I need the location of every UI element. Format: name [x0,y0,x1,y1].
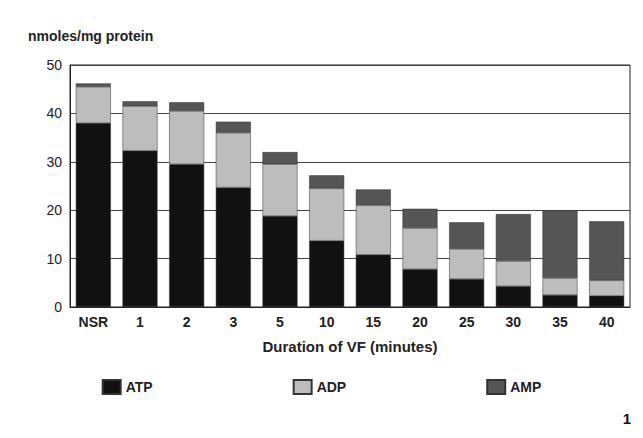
svg-text:30: 30 [46,154,62,170]
svg-text:10: 10 [319,314,335,330]
svg-text:10: 10 [46,251,62,267]
svg-text:25: 25 [459,314,475,330]
svg-text:1: 1 [136,314,144,330]
svg-text:5: 5 [276,314,284,330]
svg-text:20: 20 [412,314,428,330]
svg-text:30: 30 [506,314,522,330]
svg-text:3: 3 [229,314,237,330]
svg-text:AMP: AMP [510,379,541,395]
svg-text:20: 20 [46,202,62,218]
svg-text:Duration of VF (minutes): Duration of VF (minutes) [263,338,438,355]
svg-text:40: 40 [46,105,62,121]
svg-text:40: 40 [599,314,615,330]
svg-text:ADP: ADP [317,379,347,395]
svg-text:2: 2 [183,314,191,330]
svg-text:1: 1 [623,410,631,427]
svg-text:35: 35 [552,314,568,330]
svg-text:nmoles/mg protein: nmoles/mg protein [28,28,153,44]
svg-text:NSR: NSR [79,314,109,330]
svg-text:ATP: ATP [126,379,153,395]
svg-text:15: 15 [366,314,382,330]
svg-text:50: 50 [46,57,62,73]
svg-text:0: 0 [54,299,62,315]
